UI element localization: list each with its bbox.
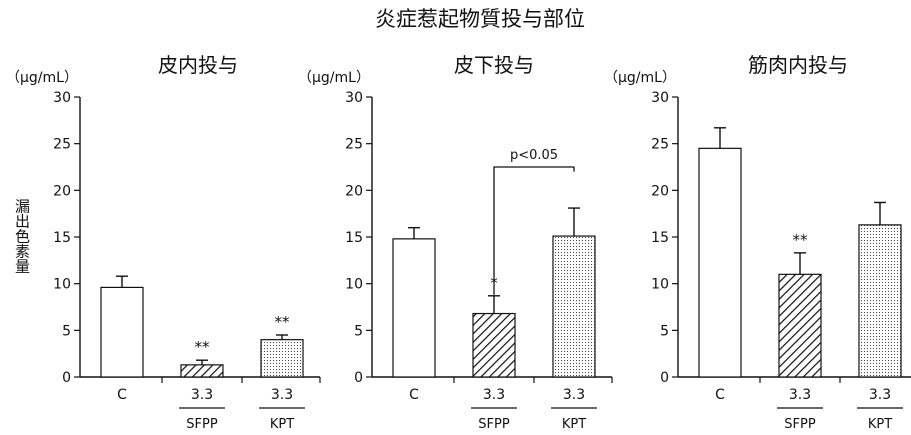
y-axis-label: 漏出色素量: [13, 199, 31, 274]
y-tick-label: 15: [651, 230, 669, 246]
unit-label: （μg/mL）: [298, 70, 370, 86]
significance-mark: **: [275, 313, 291, 331]
y-tick-label: 5: [660, 323, 669, 339]
y-tick-label: 30: [651, 90, 669, 106]
comparison-label: p<0.05: [510, 148, 558, 163]
y-tick-label: 30: [53, 90, 71, 106]
bar: [392, 238, 436, 378]
y-tick-label: 10: [651, 277, 669, 293]
chart-panel-1: 皮内投与 （μg/mL） 0 5 10 15 20 25 30 C ** 3.3 SFPP ** 3.3 KP…: [6, 53, 321, 432]
y-tick-label: 15: [345, 230, 363, 246]
y-tick-label: 25: [53, 137, 71, 153]
y-tick-label: 0: [660, 370, 669, 386]
unit-label: （μg/mL）: [604, 70, 676, 86]
panel-title: 皮内投与: [158, 53, 238, 77]
x-category-label: 3.3: [869, 387, 891, 403]
chart-panel-3: 筋肉内投与 （μg/mL） 0 5 10 15 20 25 30 C ** 3.3 SFPP 3.3 KPT: [604, 53, 911, 432]
x-category-label: C: [117, 387, 127, 403]
x-group-label: SFPP: [186, 417, 218, 432]
x-category-label: 3.3: [191, 387, 213, 403]
bar: [100, 286, 144, 378]
bar: [472, 312, 516, 378]
bar: [858, 224, 902, 378]
y-tick-label: 20: [345, 183, 363, 199]
bar: [552, 235, 596, 378]
y-tick-label: 25: [345, 137, 363, 153]
y-tick-label: 30: [345, 90, 363, 106]
x-category-label: C: [409, 387, 419, 403]
x-group-label: KPT: [270, 417, 294, 432]
x-category-label: 3.3: [483, 387, 505, 403]
x-category-label: C: [715, 387, 725, 403]
y-tick-label: 0: [62, 370, 71, 386]
x-group-label: SFPP: [478, 417, 510, 432]
y-tick-label: 20: [651, 183, 669, 199]
bar: [260, 339, 304, 378]
x-group-label: SFPP: [784, 417, 816, 432]
panel-title: 筋肉内投与: [748, 53, 848, 77]
y-tick-label: 20: [53, 183, 71, 199]
x-category-label: 3.3: [271, 387, 293, 403]
unit-label: （μg/mL）: [6, 70, 78, 86]
y-tick-label: 5: [62, 323, 71, 339]
figure-title: 炎症惹起物質投与部位: [375, 7, 585, 31]
y-tick-label: 5: [354, 323, 363, 339]
bar: [698, 147, 742, 378]
panel-title: 皮下投与: [454, 53, 534, 77]
chart-panel-2: 皮下投与（μg/mL）051015202530C*3.3SFPP3.3KPTp<…: [298, 53, 613, 432]
significance-mark: **: [793, 231, 809, 249]
comparison-bracket: [493, 166, 575, 295]
y-tick-label: 25: [651, 137, 669, 153]
y-tick-label: 15: [53, 230, 71, 246]
chart-panels: 皮内投与 （μg/mL） 0 5 10 15 20 25 30 C ** 3.3 SFPP ** 3.3 KP…: [6, 53, 911, 432]
bar: [180, 364, 224, 378]
y-tick-label: 10: [345, 277, 363, 293]
bar: [778, 273, 822, 378]
x-group-label: KPT: [868, 417, 892, 432]
significance-mark: **: [195, 338, 211, 356]
x-category-label: 3.3: [563, 387, 585, 403]
y-tick-label: 0: [354, 370, 363, 386]
x-group-label: KPT: [562, 417, 586, 432]
y-tick-label: 10: [53, 277, 71, 293]
x-category-label: 3.3: [789, 387, 811, 403]
